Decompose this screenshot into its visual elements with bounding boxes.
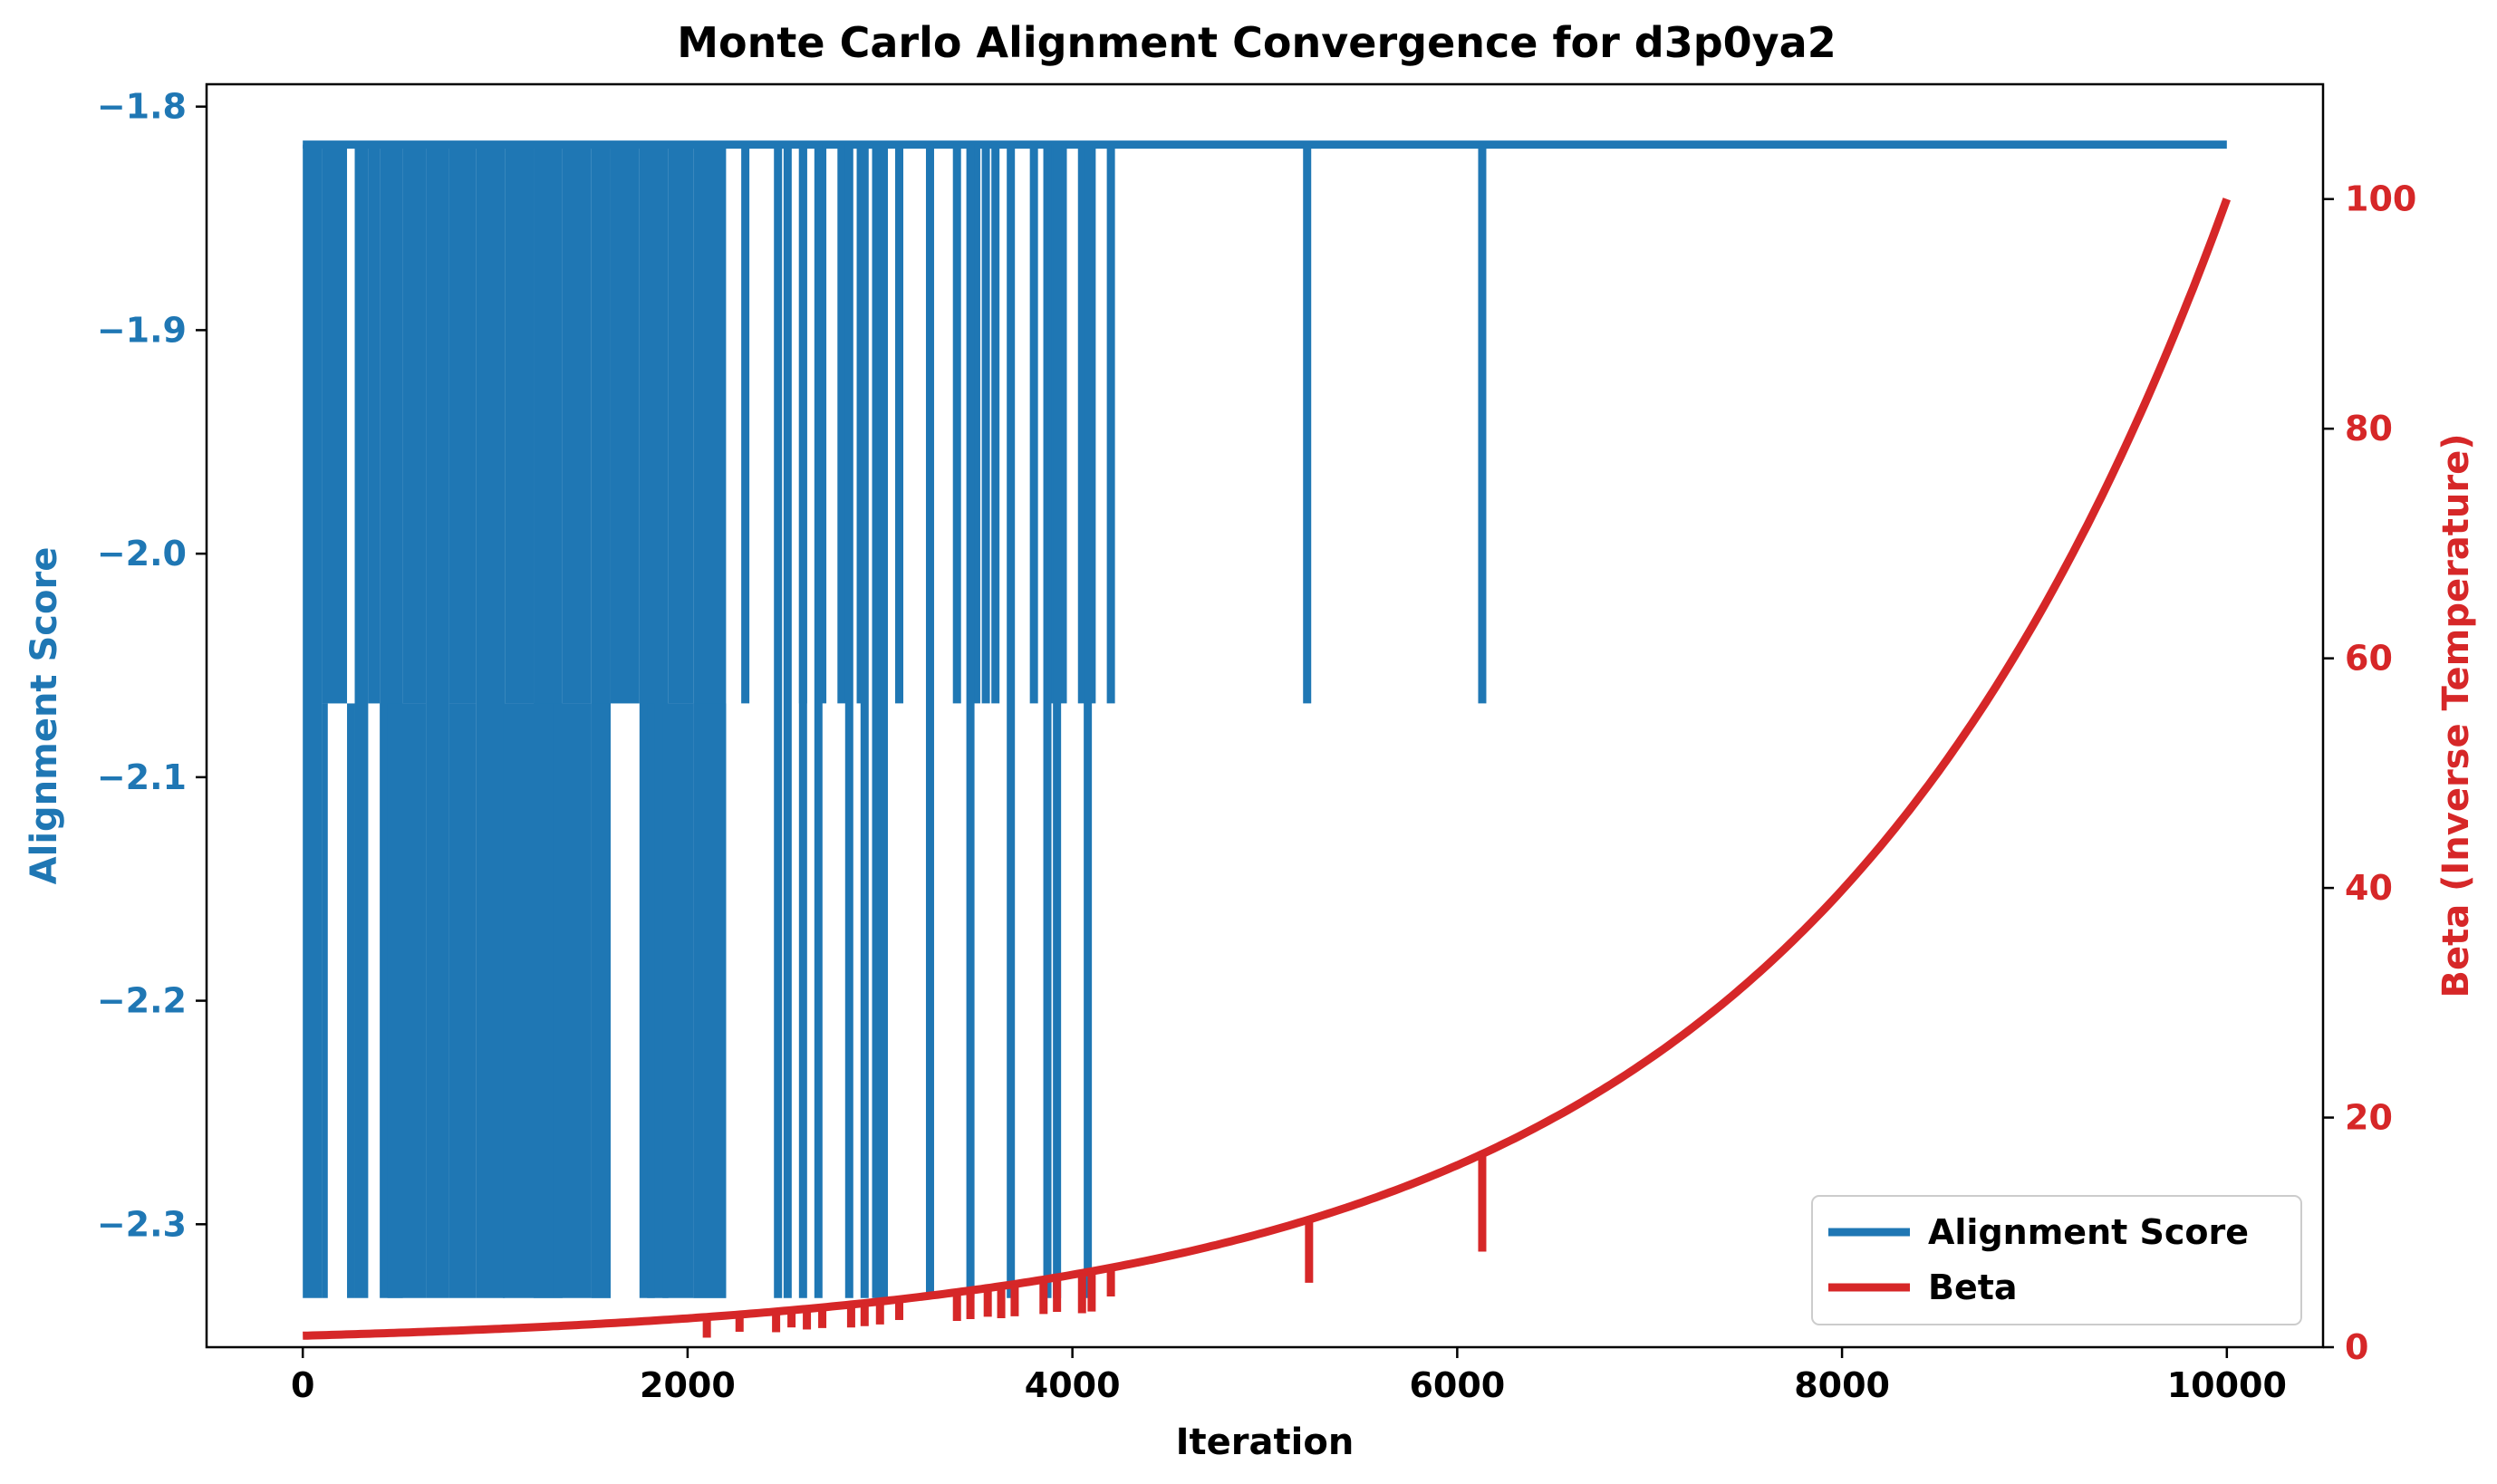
legend-label-alignment-score: Alignment Score — [1928, 1212, 2249, 1252]
y-left-tick-label: −2.3 — [97, 1204, 187, 1244]
legend: Alignment Score Beta — [1811, 1195, 2302, 1325]
x-tick-label: 6000 — [1409, 1365, 1505, 1405]
score-block-low — [347, 703, 355, 1298]
score-block — [354, 144, 369, 1298]
score-block — [448, 144, 477, 704]
score-block — [368, 144, 381, 704]
plot-frame — [205, 82, 2325, 1349]
score-block-low — [693, 703, 727, 1298]
score-block-low — [322, 703, 328, 1298]
score-block — [476, 144, 506, 1298]
beta-curve — [303, 198, 2232, 1340]
score-block-low — [662, 703, 694, 1298]
y-right-tick-label: 60 — [2345, 639, 2393, 679]
x-axis: 0 2000 4000 6000 8000 10000 — [291, 1347, 2287, 1405]
score-block-low — [591, 703, 611, 1298]
y-axis-left: −1.8 −1.9 −2.0 −2.1 −2.2 −2.3 — [97, 87, 207, 1244]
y-axis-right: 0 20 40 60 80 100 — [2323, 179, 2416, 1367]
chart-title: Monte Carlo Alignment Convergence for d3… — [677, 18, 1836, 67]
y-right-tick-label: 100 — [2345, 179, 2416, 219]
x-tick-label: 2000 — [640, 1365, 736, 1405]
y-left-tick-label: −1.9 — [97, 310, 187, 350]
y-right-tick-label: 40 — [2345, 868, 2393, 908]
score-block-low — [553, 703, 592, 1298]
legend-label-beta: Beta — [1928, 1267, 2018, 1307]
alignment-score-series — [303, 140, 2227, 1298]
legend-box — [1811, 1195, 2302, 1325]
score-block — [303, 144, 323, 1298]
score-block-low — [647, 703, 655, 1298]
score-block-low — [503, 703, 554, 1298]
score-block — [668, 144, 694, 704]
y-left-tick-label: −2.0 — [97, 534, 187, 573]
beta-series — [303, 198, 2232, 1340]
y-axis-left-label: Alignment Score — [24, 547, 65, 885]
y-left-tick-label: −1.8 — [97, 87, 187, 127]
score-block — [322, 144, 348, 704]
y-right-tick-label: 0 — [2345, 1327, 2368, 1367]
y-left-tick-label: −2.1 — [97, 757, 187, 797]
score-block-low — [387, 703, 427, 1298]
y-left-tick-label: −2.2 — [97, 981, 187, 1021]
y-right-tick-label: 80 — [2345, 409, 2393, 448]
score-block — [402, 144, 427, 704]
x-tick-label: 4000 — [1025, 1365, 1121, 1405]
x-axis-label: Iteration — [1176, 1421, 1355, 1463]
x-tick-label: 0 — [291, 1365, 314, 1405]
score-block — [426, 144, 449, 1298]
x-tick-label: 8000 — [1794, 1365, 1890, 1405]
y-axis-right-label: Beta (Inverse Temperature) — [2435, 433, 2477, 997]
score-block-low — [448, 703, 477, 1298]
x-tick-label: 10000 — [2167, 1365, 2287, 1405]
score-block — [610, 144, 640, 704]
y-right-tick-label: 20 — [2345, 1098, 2393, 1138]
score-block — [505, 144, 535, 704]
score-block — [562, 144, 592, 704]
plot-area — [303, 140, 2232, 1340]
